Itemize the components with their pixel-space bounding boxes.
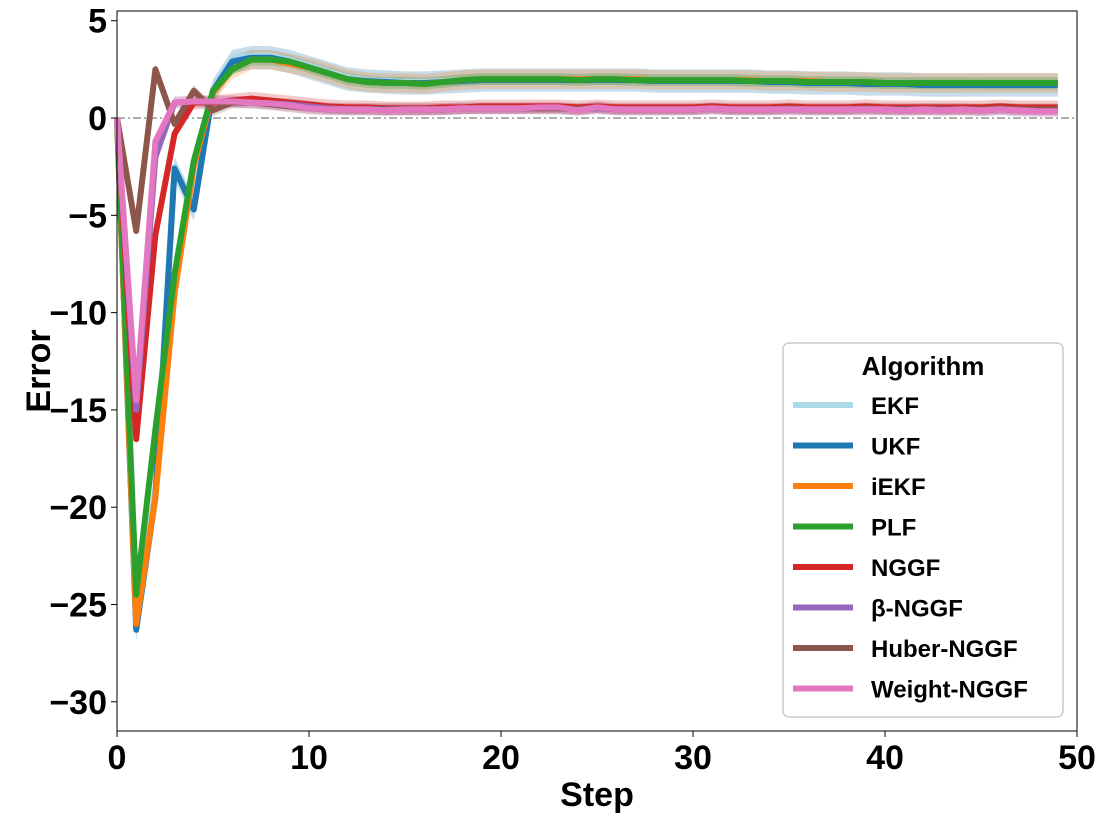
- line-plf: [114, 56, 1058, 598]
- y-tick-label: −25: [49, 587, 107, 625]
- line-weight-nggf: [114, 98, 1058, 404]
- legend-label-iekf: iEKF: [871, 474, 926, 501]
- legend-label-huber-nggf: Huber-NGGF: [871, 636, 1018, 663]
- x-tick-label: 0: [108, 739, 127, 777]
- x-axis-title: Step: [560, 776, 634, 814]
- legend-items: EKF UKF iEKF PLF NGGF β-NGGF Huber-NGGF Weight-…: [793, 393, 1028, 704]
- legend-label-weight-nggf: Weight-NGGF: [871, 677, 1028, 704]
- x-axis-ticks: 0 10 20 30 40 50: [108, 731, 1096, 777]
- legend: Algorithm EKF UKF iEKF PLF NGGF β-NGGF Huber-N…: [782, 342, 1064, 718]
- y-axis-title: Error: [20, 329, 58, 412]
- y-tick-label: 0: [88, 100, 107, 138]
- x-tick-label: 40: [866, 739, 904, 777]
- legend-label-ukf: UKF: [871, 434, 920, 461]
- legend-label-plf: PLF: [871, 515, 916, 542]
- series-lines: [114, 52, 1058, 633]
- plot-frame: [116, 10, 1078, 732]
- legend-title: Algorithm: [862, 351, 985, 381]
- y-tick-label: −15: [49, 392, 107, 430]
- legend-label--nggf: β-NGGF: [871, 596, 963, 623]
- legend-box: [782, 342, 1064, 718]
- x-tick-label: 10: [290, 739, 328, 777]
- y-tick-label: 5: [88, 3, 107, 41]
- y-tick-label: −20: [49, 489, 107, 527]
- y-tick-label: −10: [49, 295, 107, 333]
- legend-label-ekf: EKF: [871, 393, 919, 420]
- x-tick-label: 30: [674, 739, 712, 777]
- x-tick-label: 20: [482, 739, 520, 777]
- y-axis-ticks: 5 0 −5 −10 −15 −20 −25 −30: [49, 3, 117, 722]
- legend-label-nggf: NGGF: [871, 555, 940, 582]
- y-tick-label: −30: [49, 684, 107, 722]
- y-tick-label: −5: [68, 197, 107, 235]
- x-tick-label: 50: [1058, 739, 1096, 777]
